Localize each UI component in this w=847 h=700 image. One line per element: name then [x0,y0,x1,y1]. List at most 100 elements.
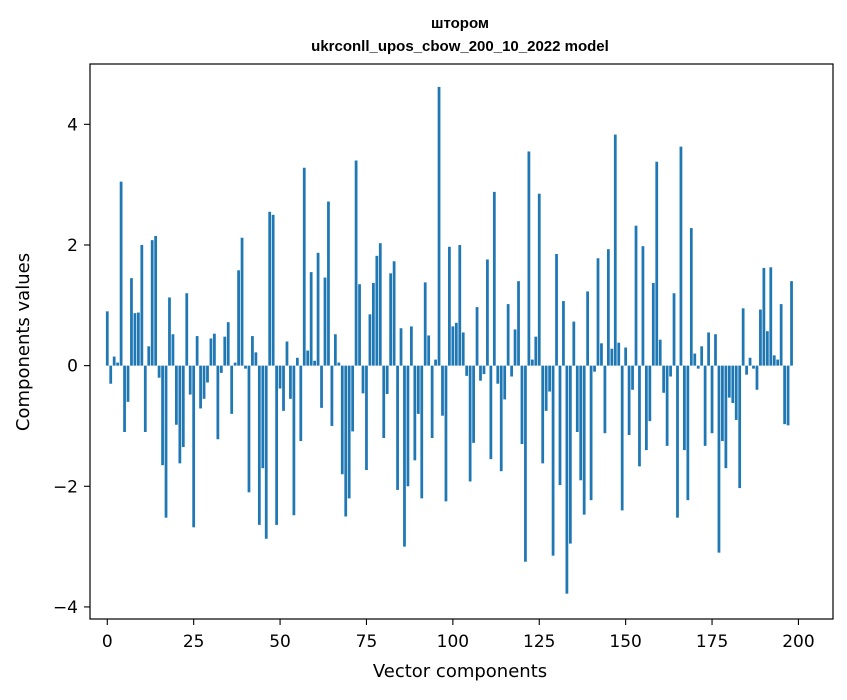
x-tick-label: 50 [269,632,291,652]
bar [285,341,289,366]
bar [772,355,776,366]
x-tick-label: 200 [782,632,814,652]
bar [351,365,355,432]
bar [396,365,399,490]
bar [202,365,206,399]
bar [565,365,569,594]
bar [596,258,600,366]
bar [213,333,216,366]
bar [783,365,786,425]
bar [727,365,731,398]
bar [700,346,704,366]
bar [779,304,783,366]
bar [489,365,493,460]
bar [157,365,161,378]
bar [741,308,745,366]
bar [610,348,614,366]
bar [375,255,379,366]
bar [613,134,617,366]
bar [458,244,462,366]
bar [527,151,531,366]
bar [147,346,151,366]
bar [313,360,317,366]
bar [655,161,659,366]
bar [765,331,769,366]
bar [130,278,133,366]
bar [648,365,652,422]
bar [721,365,724,442]
bar [168,297,171,366]
x-tick-label: 175 [696,632,728,652]
x-tick-label: 100 [437,632,469,652]
bar [454,322,458,366]
bar [410,326,413,366]
bar [510,365,513,377]
bar [606,249,610,366]
bar [551,365,555,556]
bar [143,365,147,432]
bar [406,365,410,487]
bar [579,365,583,481]
bar [423,282,427,366]
bar [776,359,780,366]
bar [517,281,520,366]
bar [689,228,693,366]
bar [662,365,666,393]
bar [403,365,406,547]
bar [289,365,292,399]
bar [123,365,126,432]
bar [475,307,479,366]
bar [344,365,348,517]
bar [676,365,679,518]
y-tick-label: 4 [67,115,78,135]
bar [392,261,396,366]
y-axis-label: Components values [13,253,34,431]
bar [316,252,320,366]
bar [468,365,472,482]
bar [275,365,278,525]
bar [226,322,230,366]
bar [482,365,486,375]
bar [116,362,120,366]
bar [624,347,628,366]
bar [714,334,717,366]
x-tick-label: 0 [102,632,113,652]
bar [707,332,710,366]
bar [261,365,265,469]
bar [645,365,648,451]
bar [237,270,240,366]
x-tick-label: 25 [183,632,205,652]
bar [164,365,168,518]
bar [105,311,109,366]
bar [185,293,189,366]
bar [427,335,431,366]
bar [178,365,182,464]
bar [209,338,213,366]
bar [568,365,572,544]
bar [752,365,755,369]
bars-group [105,86,793,594]
bar [133,313,137,366]
bar [530,359,534,366]
bar [672,293,676,366]
chart-title: штором [431,15,489,32]
y-tick-label: −4 [53,598,78,618]
bar [524,365,527,562]
bar [558,365,562,486]
bar [748,357,752,366]
bar [465,365,469,376]
bar [499,365,503,472]
bar [268,211,272,366]
bar [437,86,441,366]
bar [161,365,164,466]
x-tick-label: 125 [523,632,555,652]
bar [461,332,465,366]
bar [710,365,714,434]
bar [617,342,621,366]
bar [323,277,327,366]
bar [444,365,448,502]
bar [175,365,178,425]
y-tick-label: 2 [67,236,78,256]
bar [199,365,202,409]
